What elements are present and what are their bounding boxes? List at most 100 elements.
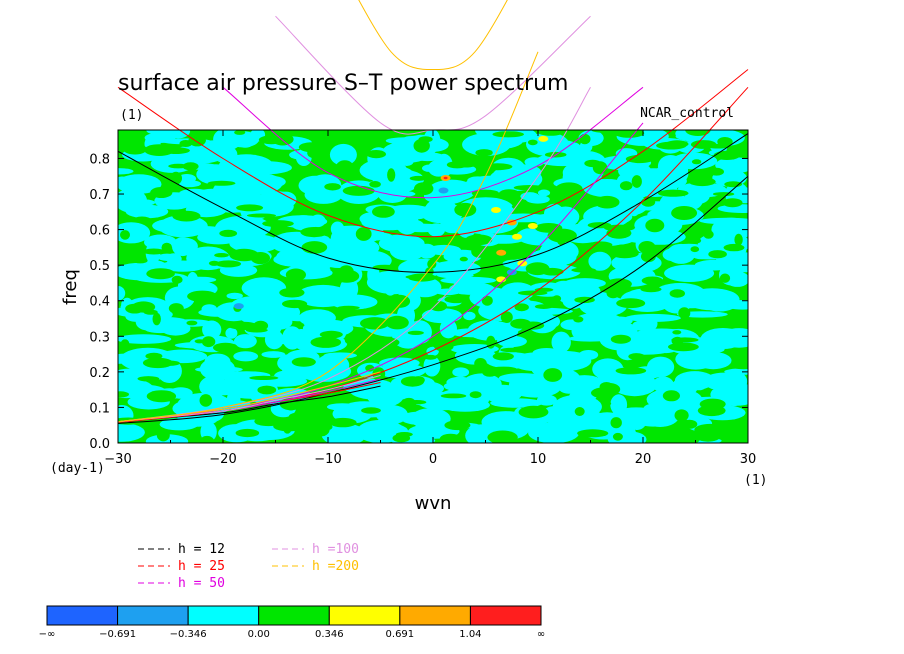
field-patch [144, 132, 176, 143]
field-patch [536, 394, 557, 406]
field-patch [614, 130, 645, 138]
field-patch [652, 376, 674, 393]
field-patch [161, 242, 173, 253]
field-patch [392, 130, 423, 137]
field-patch [436, 272, 474, 279]
field-patch [239, 182, 254, 193]
x-tick-label: 0 [429, 452, 437, 467]
field-patch [469, 241, 483, 246]
anomaly-blob [538, 135, 549, 142]
field-patch [182, 162, 199, 171]
field-patch [428, 179, 476, 202]
field-patch [691, 159, 702, 165]
field-patch [343, 381, 386, 394]
field-patch [365, 364, 375, 372]
field-patch [422, 164, 437, 172]
anomaly-blob [496, 249, 507, 256]
anomaly-blob [527, 223, 538, 229]
field-patch [571, 267, 596, 273]
field-patch [427, 259, 437, 269]
field-patch [273, 252, 323, 267]
field-patch [492, 352, 514, 361]
field-patch [678, 307, 691, 319]
field-patch [181, 276, 217, 283]
colorbar-label: −0.691 [99, 629, 136, 640]
field-patch [159, 418, 199, 431]
field-patch [198, 308, 239, 317]
field-patch [285, 268, 306, 282]
field-patch [201, 336, 216, 348]
field-patch [707, 380, 722, 390]
legend-label: h =200 [312, 559, 359, 574]
field-patch [281, 314, 322, 322]
field-patch [555, 182, 583, 197]
field-patch [658, 426, 679, 436]
field-patch [669, 289, 685, 298]
field-patch [625, 154, 655, 164]
field-patch [599, 382, 614, 392]
curve-h25-inertia-gravity [117, 69, 749, 238]
field-patch [125, 303, 145, 314]
field-patch [118, 391, 129, 398]
field-patch [324, 183, 341, 191]
field-patch [724, 300, 748, 310]
curve-h200-rossby [117, 371, 381, 423]
field-patch [423, 355, 441, 377]
field-patch [569, 390, 597, 403]
field-patch [717, 137, 733, 147]
field-patch [526, 132, 569, 156]
field-patch [602, 401, 612, 406]
field-patch [527, 139, 538, 146]
field-patch [408, 273, 437, 282]
field-patch [389, 223, 430, 231]
colorbar-label: 0.346 [315, 629, 344, 640]
field-patch [429, 301, 447, 312]
field-patch [377, 363, 426, 379]
legend: h = 12 h = 25 h = 50 h =100 h =200 [138, 542, 359, 591]
field-patch [688, 177, 716, 187]
field-patch [300, 227, 328, 238]
field-patch [400, 411, 435, 425]
field-patch [236, 204, 264, 212]
anomaly-blob [438, 187, 449, 194]
y-tick-label: 0.1 [89, 401, 110, 416]
field-patch [245, 327, 268, 333]
field-patch [727, 421, 748, 427]
field-patch [690, 237, 702, 244]
field-patch [481, 384, 523, 403]
field-patch [577, 429, 609, 438]
legend-label: h = 25 [178, 559, 225, 574]
x-axis-unit: (1) [744, 473, 767, 488]
field-patch [349, 131, 376, 138]
field-patch [713, 150, 741, 160]
field-patch [373, 130, 391, 139]
field-patch [681, 419, 698, 429]
field-patch [309, 423, 330, 437]
field-patch [288, 412, 304, 422]
field-patch [591, 130, 624, 133]
field-patch [511, 352, 559, 372]
colorbar: −∞ −0.691 −0.346 0.00 0.346 0.691 1.04 ∞ [39, 605, 545, 640]
x-tick-label: −10 [314, 452, 341, 467]
field-patch [144, 144, 175, 157]
field-patch [483, 302, 525, 312]
field-patch [469, 391, 482, 399]
field-patch [215, 260, 242, 268]
field-patch [315, 145, 326, 158]
field-patch [641, 168, 687, 181]
field-patch [686, 350, 721, 367]
field-patch [118, 334, 172, 344]
field-patch [584, 159, 601, 168]
colorbar-swatch [187, 605, 260, 626]
field-patch [534, 287, 554, 292]
colorbar-swatch [328, 605, 401, 626]
field-patch [360, 317, 390, 330]
field-patch [329, 143, 357, 166]
anomaly-blobs [233, 135, 549, 310]
y-tick-label: 0.2 [89, 366, 110, 381]
field-patch [490, 366, 517, 372]
curve-h200-kelvin [117, 51, 539, 423]
field-patch [310, 336, 342, 348]
field-patch [641, 197, 656, 207]
field-patch [619, 181, 633, 191]
